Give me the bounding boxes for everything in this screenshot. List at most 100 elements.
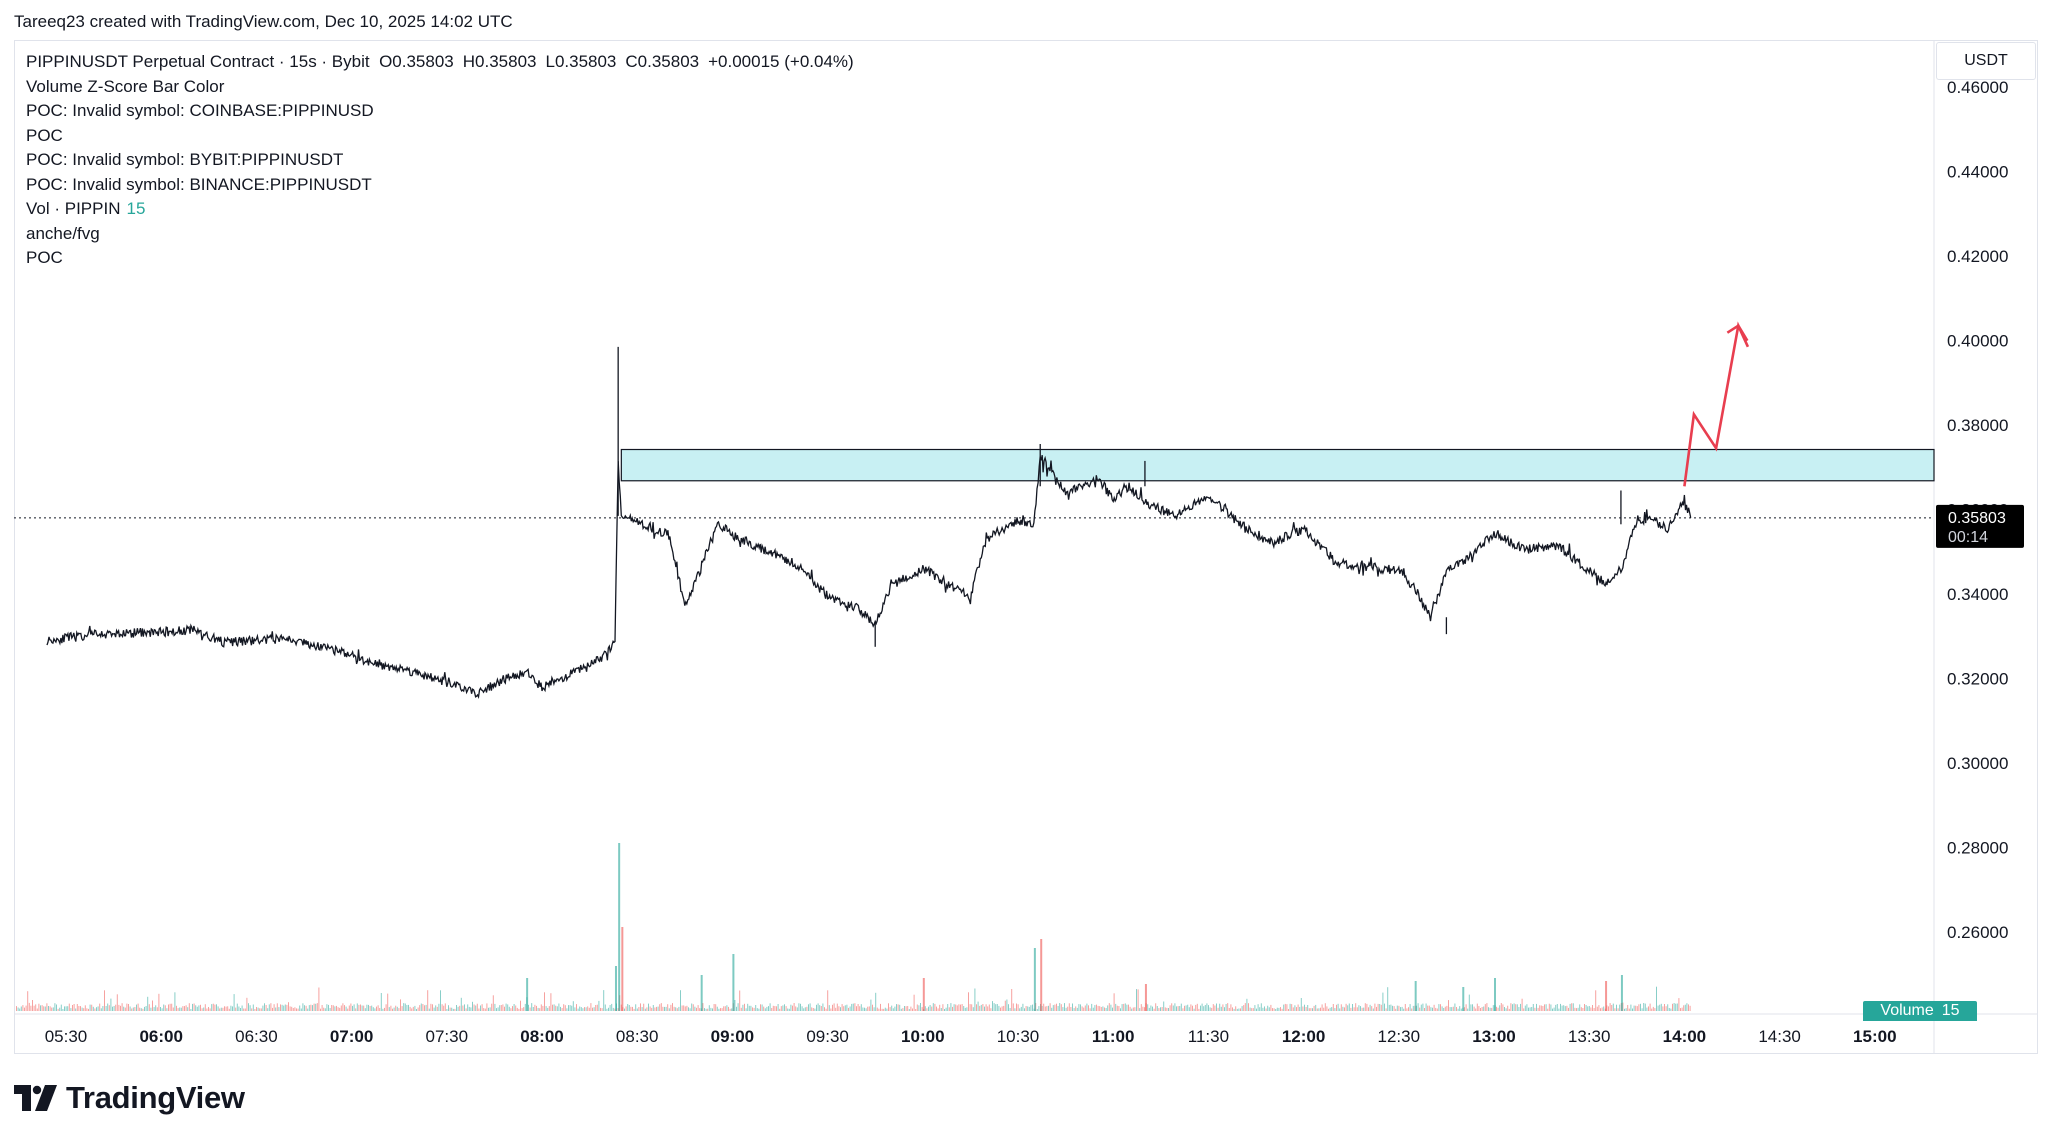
volume-bar: [1656, 986, 1657, 1011]
volume-bar: [512, 1006, 513, 1011]
volume-bar: [1188, 1007, 1190, 1011]
volume-badge-value: 15: [1941, 1002, 1960, 1019]
volume-bar: [1046, 1006, 1048, 1011]
volume-bar: [1280, 1007, 1281, 1011]
volume-bar: [1233, 1008, 1235, 1011]
volume-bar: [963, 1006, 965, 1011]
volume-bar: [32, 1000, 33, 1011]
indicator-volume-zscore[interactable]: Volume Z-Score Bar Color: [26, 76, 225, 96]
volume-bar: [1430, 1007, 1432, 1011]
volume-bar: [1337, 1003, 1339, 1011]
volume-spike: [732, 954, 735, 1011]
volume-bar: [448, 1005, 449, 1011]
volume-bar: [144, 1006, 145, 1011]
volume-bar: [944, 1009, 945, 1011]
volume-bar: [307, 1008, 309, 1011]
indicator-fvg[interactable]: anche/fvg: [26, 223, 100, 243]
volume-bar: [614, 1008, 616, 1011]
volume-bar: [1212, 1004, 1214, 1011]
volume-bar: [1537, 1007, 1539, 1011]
volume-bar: [795, 1006, 797, 1011]
volume-bar: [1486, 1003, 1488, 1011]
indicator-poc-bybit[interactable]: POC: Invalid symbol: BYBIT:PIPPINUSDT: [26, 150, 344, 169]
volume-bar: [345, 1006, 347, 1011]
volume-bar: [16, 1006, 17, 1011]
currency-button[interactable]: USDT: [1936, 42, 2036, 80]
volume-bar: [636, 1008, 638, 1011]
volume-bar: [1281, 1008, 1283, 1011]
volume-bar: [376, 1006, 377, 1011]
indicator-poc-coinbase[interactable]: POC: Invalid symbol: COINBASE:PIPPINUSD: [26, 101, 374, 120]
volume-bar: [364, 1008, 366, 1011]
volume-bar: [913, 994, 915, 1011]
volume-bar: [1619, 1004, 1621, 1011]
volume-bar: [377, 1005, 379, 1011]
volume-bar: [350, 1003, 352, 1011]
volume-bar: [420, 1003, 422, 1011]
volume-bar: [939, 1004, 941, 1011]
price-tick-label: 0.34000: [1947, 585, 2008, 604]
ohlc-low: L0.35803: [545, 52, 617, 71]
volume-bar: [81, 1007, 83, 1011]
indicator-poc-2[interactable]: POC: [26, 248, 63, 267]
volume-bar: [372, 1007, 374, 1011]
volume-bar: [472, 1001, 473, 1011]
volume-bar: [398, 1008, 400, 1011]
volume-bar: [292, 1008, 294, 1011]
volume-bar: [758, 1008, 760, 1011]
volume-bar: [60, 1004, 62, 1011]
tradingview-logo[interactable]: TradingView: [14, 1080, 245, 1116]
volume-bar: [657, 1006, 659, 1011]
volume-bar: [432, 1004, 433, 1011]
volume-bar: [1436, 1008, 1438, 1011]
volume-bar: [1222, 1004, 1224, 1011]
volume-bar: [1420, 1004, 1422, 1011]
volume-bar: [964, 1007, 966, 1011]
volume-bar: [1019, 1008, 1021, 1011]
volume-bar: [707, 1008, 709, 1011]
volume-bar: [844, 1005, 846, 1011]
volume-bar: [608, 1007, 609, 1011]
volume-bar: [1313, 1005, 1315, 1011]
volume-bar: [1496, 1006, 1497, 1011]
volume-bar: [316, 1003, 318, 1011]
time-tick-label: 13:30: [1568, 1027, 1611, 1046]
volume-bar: [1038, 1006, 1040, 1011]
volume-bar: [1198, 1008, 1200, 1011]
indicator-poc-binance[interactable]: POC: Invalid symbol: BINANCE:PIPPINUSDT: [26, 174, 372, 194]
symbol-title[interactable]: PIPPINUSDT Perpetual Contract · 15s · By…: [26, 52, 370, 71]
chart-canvas[interactable]: 0.460000.440000.420000.400000.380000.360…: [0, 0, 2048, 1060]
volume-bar: [1508, 1008, 1510, 1011]
volume-bar: [635, 1004, 637, 1011]
volume-bar: [761, 1004, 763, 1011]
volume-bar: [542, 1005, 544, 1011]
volume-bar: [1126, 1004, 1128, 1011]
volume-bar: [1235, 1006, 1237, 1011]
volume-bar: [214, 1004, 216, 1011]
volume-bar: [451, 1007, 453, 1011]
indicator-vol[interactable]: Vol · PIPPIN 15: [26, 197, 854, 222]
volume-bars: [16, 843, 1691, 1011]
volume-bar: [1488, 1007, 1489, 1011]
volume-bar: [348, 1005, 350, 1011]
volume-bar: [1022, 1003, 1024, 1011]
volume-bar: [446, 1009, 448, 1011]
volume-badge: Volume 15: [1863, 1001, 1977, 1021]
indicator-poc[interactable]: POC: [26, 125, 63, 145]
volume-bar: [1324, 1003, 1326, 1011]
volume-bar: [284, 1004, 286, 1011]
time-tick-label: 11:00: [1092, 1027, 1135, 1046]
volume-bar: [691, 1003, 693, 1011]
volume-bar: [1275, 1009, 1277, 1011]
volume-bar: [388, 1007, 390, 1011]
volume-bar: [507, 1004, 509, 1011]
symbol-row[interactable]: PIPPINUSDT Perpetual Contract · 15s · By…: [26, 50, 854, 75]
volume-bar: [1504, 1007, 1505, 1011]
volume-bar: [536, 1005, 537, 1011]
volume-spike: [1144, 984, 1147, 1011]
volume-bar: [1350, 1007, 1352, 1011]
volume-bar: [121, 1003, 123, 1011]
volume-bar: [1481, 1007, 1483, 1011]
volume-bar: [286, 1004, 288, 1011]
volume-bar: [825, 1008, 827, 1011]
